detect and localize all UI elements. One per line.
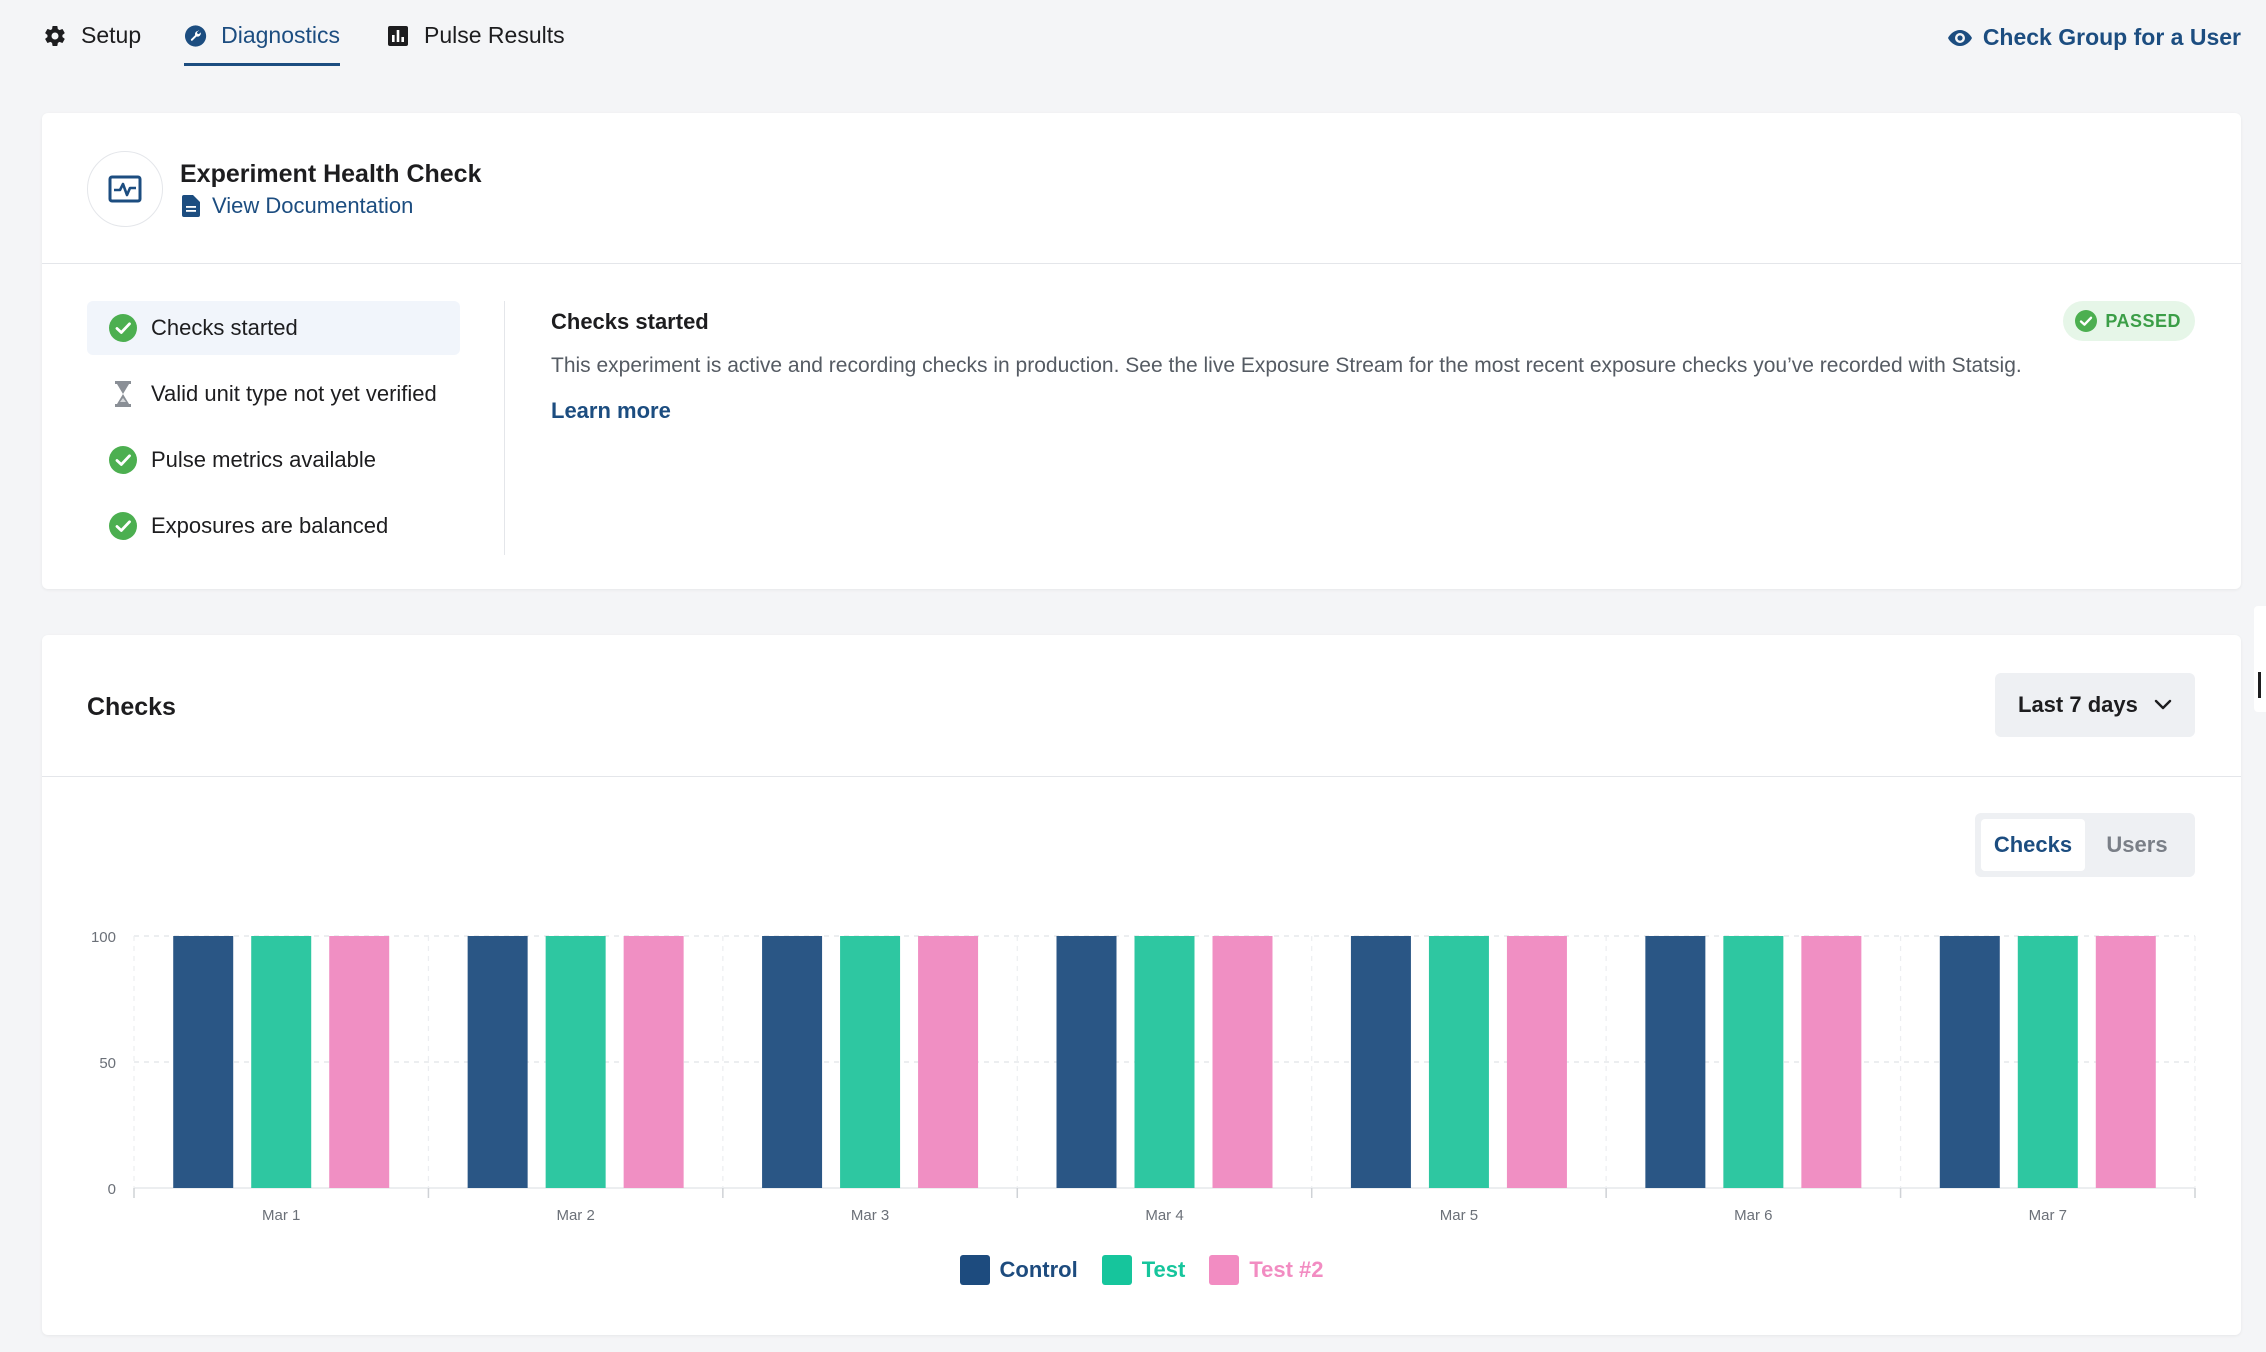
bar-control [1056,936,1117,1188]
gear-icon [45,26,65,46]
x-tick-label: Mar 5 [1440,1207,1478,1224]
bar-test-2 [329,936,390,1188]
check-item-checks-started[interactable]: Checks started [87,301,460,355]
check-group-button[interactable]: Check Group for a User [1947,24,2241,51]
x-tick-label: Mar 2 [556,1207,594,1224]
toggle-checks[interactable]: Checks [1981,819,2085,871]
bar-test-2 [918,936,979,1188]
check-item-pulse-metrics[interactable]: Pulse metrics available [87,433,460,487]
tab-diagnostics[interactable]: Diagnostics [184,22,340,66]
legend-label-control: Control [999,1257,1078,1282]
bar-test [1134,936,1195,1188]
detail-description: This experiment is active and recording … [551,354,2022,377]
bar-test [1723,936,1784,1188]
bar-test-2 [1506,936,1567,1188]
check-item-label: Checks started [151,315,298,340]
bar-control [1939,936,2000,1188]
pulse-monitor-icon [87,151,163,227]
legend-test-2[interactable]: Test #2 [1209,1255,1324,1285]
checks-title: Checks [87,693,176,721]
tab-setup-label: Setup [81,22,142,48]
bar-control [762,936,823,1188]
check-item-valid-unit-type[interactable]: Valid unit type not yet verified [87,367,460,421]
bar-test-2 [2095,936,2156,1188]
status-badge: PASSED [2063,301,2195,341]
tab-setup[interactable]: Setup [43,22,141,66]
check-item-label: Valid unit type not yet verified [151,381,437,406]
x-tick-label: Mar 1 [262,1207,300,1224]
view-documentation-link[interactable]: View Documentation [182,193,413,219]
legend-control[interactable]: Control [959,1255,1078,1285]
checklist-divider [504,301,505,555]
x-tick-label: Mar 6 [1734,1207,1772,1224]
bar-test-2 [1801,936,1862,1188]
legend-label-test-2: Test #2 [1249,1257,1324,1282]
legend-swatch-test-2 [1209,1255,1240,1285]
check-item-label: Exposures are balanced [151,513,389,538]
check-group-label: Check Group for a User [1982,24,2241,50]
check-circle-icon [2075,310,2098,332]
check-circle-icon [109,512,137,540]
bar-control [1350,936,1411,1188]
bar-chart-icon [388,26,408,46]
bar-control [1645,936,1706,1188]
bar-test [251,936,312,1188]
eye-icon [1947,29,1972,46]
chevron-down-icon [2154,699,2172,710]
bar-test-2 [623,936,684,1188]
legend-swatch-test [1101,1255,1132,1285]
bar-control [173,936,234,1188]
wrench-icon [184,25,207,47]
x-tick-label: Mar 4 [1145,1207,1183,1224]
metric-toggle: Checks Users [1975,813,2195,877]
bar-test [840,936,901,1188]
health-check-title: Experiment Health Check [180,160,482,188]
checks-card: Checks Last 7 days Checks Users 0 50 100 Ma… [42,635,2241,1335]
detail-title: Checks started [551,309,709,334]
checks-bar-chart: 0 50 100 Mar 1 Mar 2 Mar 3 Mar 4 Mar 5 Mar 6 Mar … [91,929,2196,1224]
check-circle-icon [109,446,137,474]
learn-more-link[interactable]: Learn more [551,398,671,423]
top-nav: Setup Diagnostics Pulse Results Check Gr… [0,0,2266,72]
view-documentation-label: View Documentation [212,193,414,218]
tab-pulse-results[interactable]: Pulse Results [386,22,565,66]
legend-test[interactable]: Test [1101,1255,1186,1285]
hourglass-icon [115,381,131,407]
bar-test [2017,936,2078,1188]
health-check-header: Experiment Health Check View Documentati… [42,113,2241,264]
checks-header: Checks Last 7 days [42,635,2241,777]
legend-swatch-control [959,1255,990,1285]
chart-legend: Control Test Test #2 [42,1255,2241,1285]
tab-diagnostics-label: Diagnostics [221,22,340,48]
date-range-select[interactable]: Last 7 days [1995,673,2195,737]
tab-pulse-results-label: Pulse Results [424,22,565,48]
side-panel-handle[interactable] [2254,606,2266,712]
bar-test [1428,936,1489,1188]
x-tick-label: Mar 7 [2029,1207,2067,1224]
health-checklist: Checks started Valid unit type not yet v… [87,301,460,565]
y-tick-label: 50 [99,1055,116,1072]
bar-test [545,936,606,1188]
bar-test-2 [1212,936,1273,1188]
bar-control [467,936,528,1188]
check-item-exposures-balanced[interactable]: Exposures are balanced [87,499,460,553]
x-tick-label: Mar 3 [851,1207,889,1224]
toggle-users[interactable]: Users [2106,832,2168,857]
check-circle-icon [109,314,137,342]
legend-label-test: Test [1141,1257,1186,1282]
y-tick-label: 0 [108,1181,116,1198]
document-icon [182,195,200,217]
date-range-value: Last 7 days [2018,692,2138,717]
check-item-label: Pulse metrics available [151,447,376,472]
health-check-card: Experiment Health Check View Documentati… [42,113,2241,589]
cursor-mark [2258,672,2261,698]
status-badge-label: PASSED [2105,310,2181,331]
y-tick-label: 100 [91,929,116,946]
